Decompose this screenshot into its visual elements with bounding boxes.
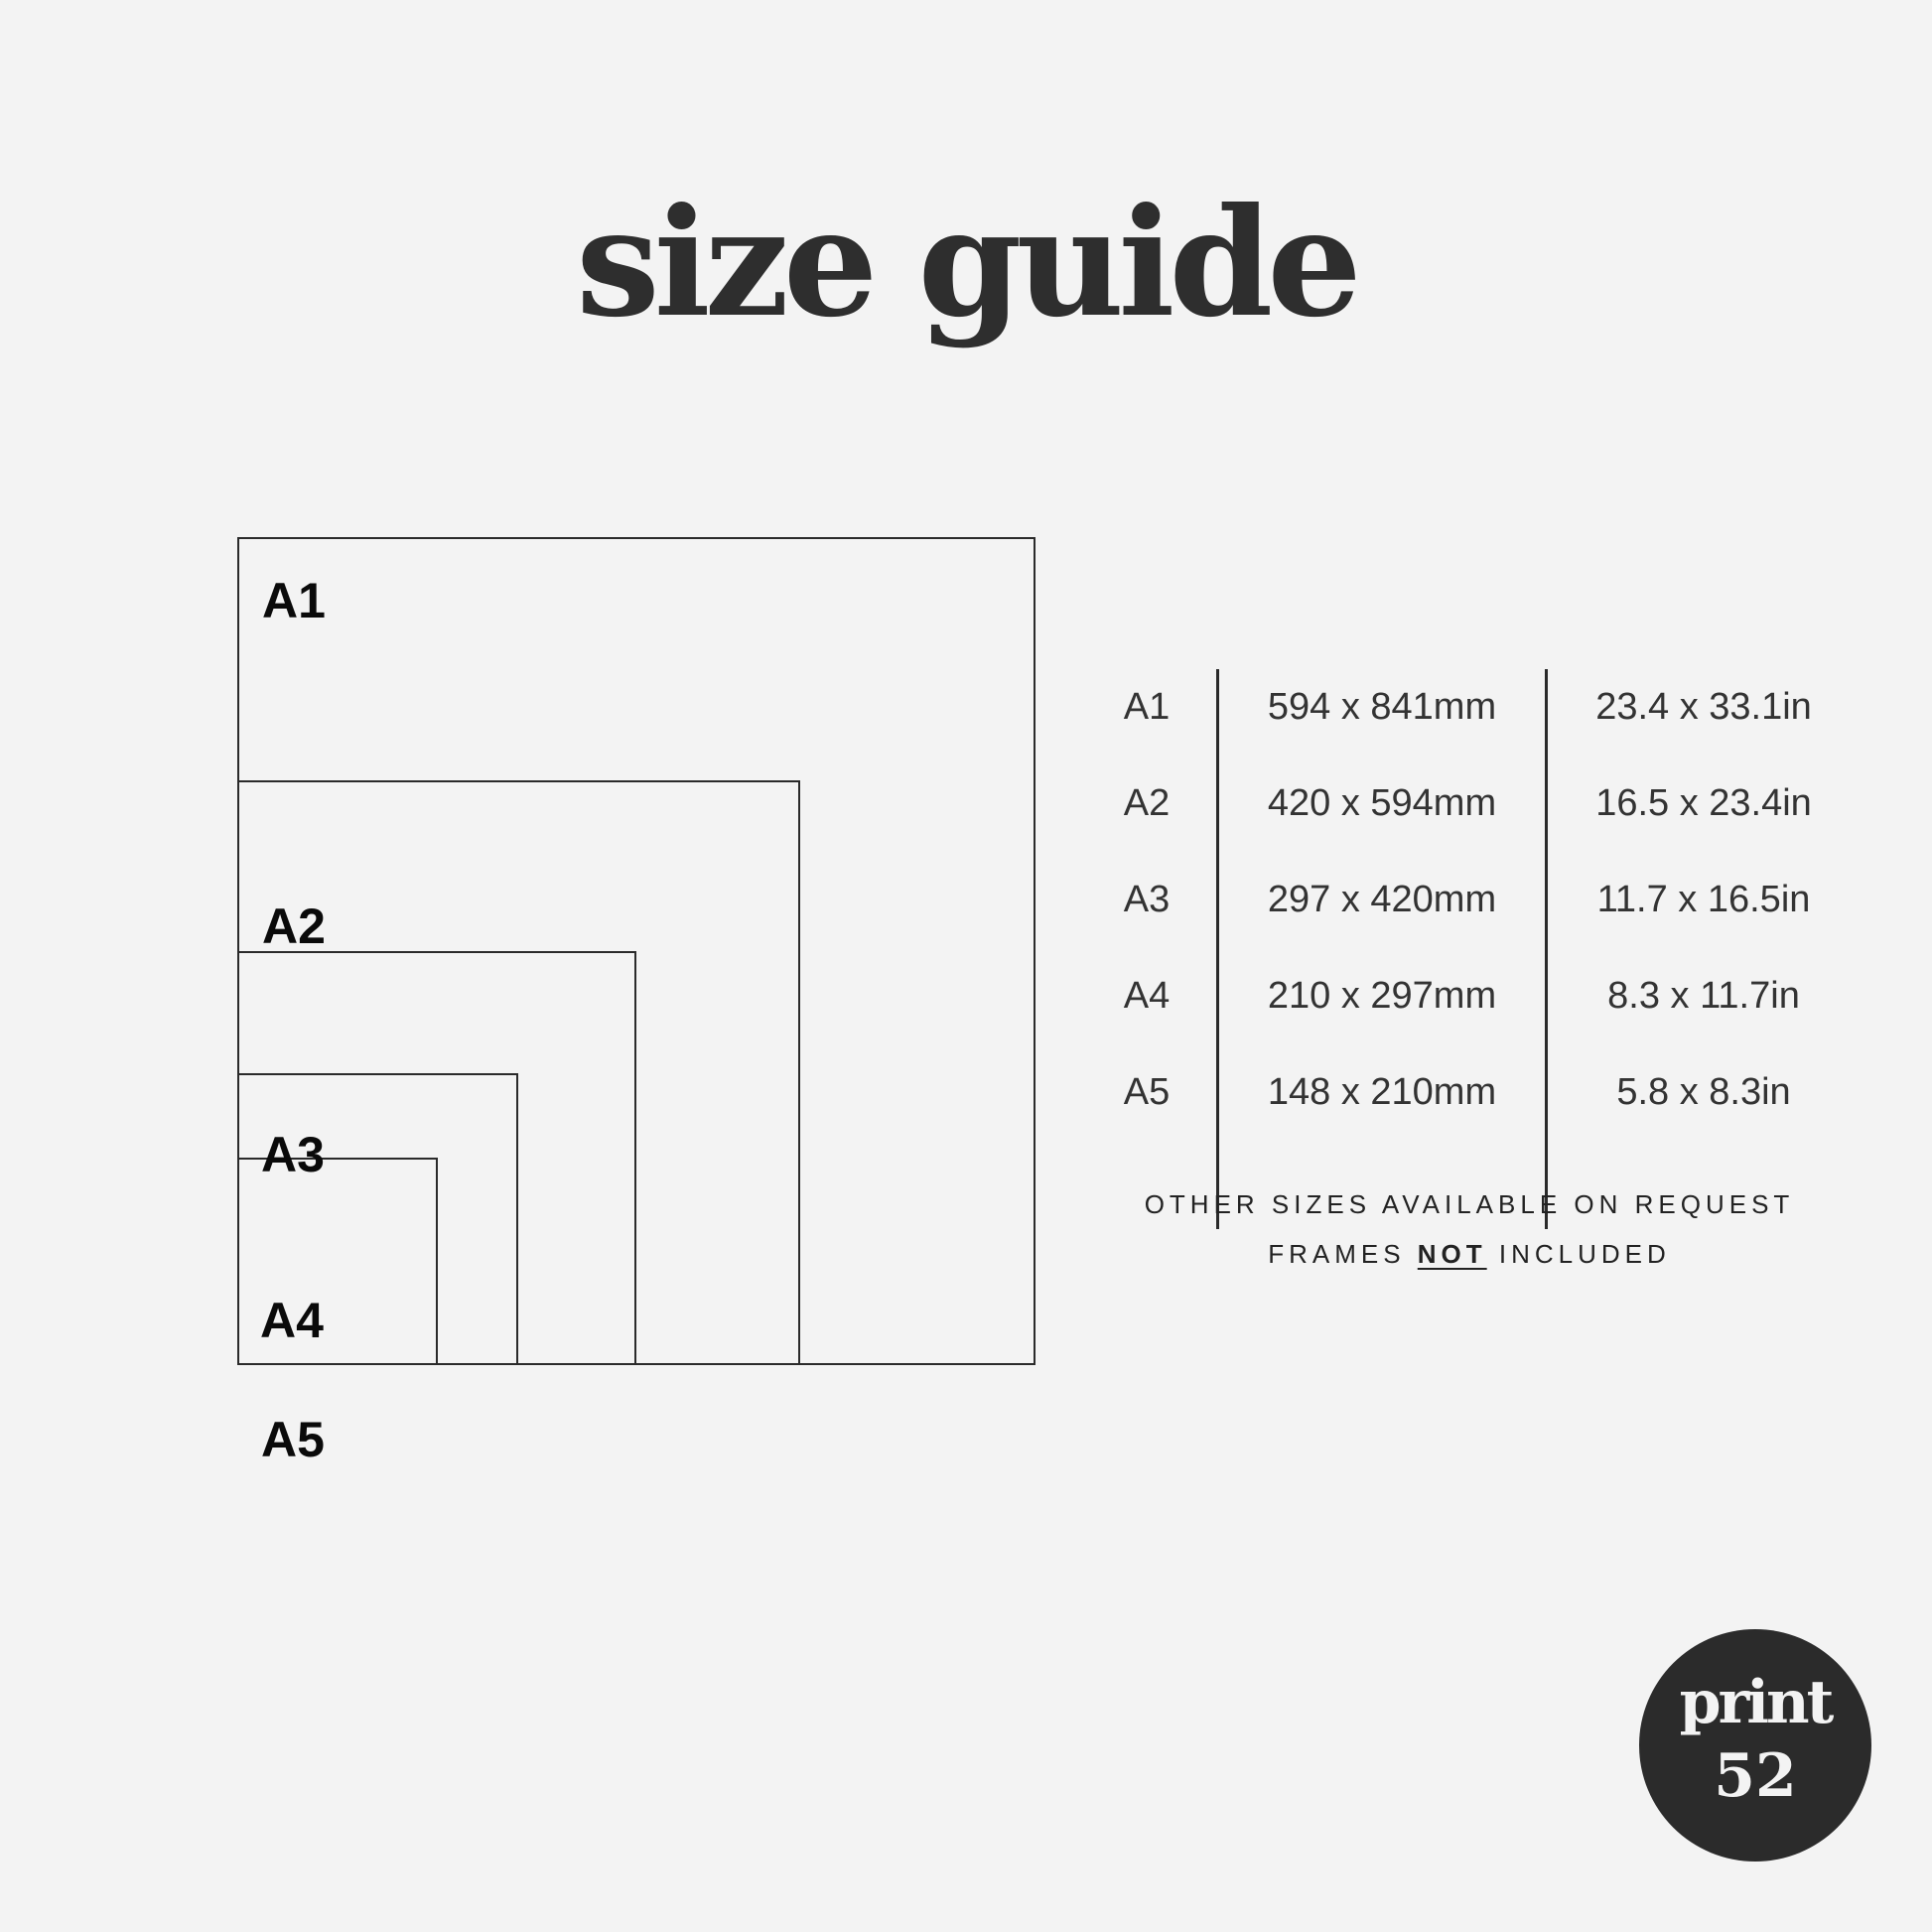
- mm-cell: 420 x 594mm: [1267, 782, 1497, 824]
- box-label-a3: A3: [261, 1127, 325, 1182]
- mm-cell: 594 x 841mm: [1267, 686, 1497, 728]
- mm-cell: 297 x 420mm: [1267, 879, 1497, 920]
- mm-cell: 210 x 297mm: [1267, 975, 1497, 1017]
- size-cell: A1: [1123, 686, 1171, 728]
- box-label-a4: A4: [260, 1293, 324, 1348]
- notes: FRAMES NOT INCLUDED: [1023, 1239, 1916, 1269]
- size-cell: A3: [1123, 879, 1171, 920]
- in-cell: 23.4 x 33.1in: [1595, 686, 1812, 728]
- note-other-sizes: OTHER SIZES AVAILABLE ON REQUEST: [1144, 1189, 1795, 1219]
- size-cell: A4: [1123, 975, 1171, 1017]
- note-frames: FRAMES NOT INCLUDED: [1023, 1239, 1916, 1269]
- box-label-a5: A5: [261, 1412, 325, 1467]
- in-cell: 16.5 x 23.4in: [1595, 782, 1812, 824]
- box-label-a1: A1: [262, 573, 326, 628]
- brand-logo: print 52: [1639, 1629, 1871, 1862]
- page-title: size guide: [576, 176, 1362, 350]
- note-not-emphasis: NOT: [1417, 1239, 1487, 1269]
- in-cell: 8.3 x 11.7in: [1607, 975, 1800, 1017]
- size-cell: A5: [1123, 1071, 1171, 1113]
- in-cell: 5.8 x 8.3in: [1616, 1071, 1791, 1113]
- note-frames-prefix: FRAMES: [1268, 1239, 1406, 1269]
- column-divider: [1216, 669, 1219, 1229]
- logo-text-print: print: [1679, 1668, 1835, 1737]
- size-cell: A2: [1123, 782, 1171, 824]
- column-divider: [1545, 669, 1548, 1229]
- in-cell: 11.7 x 16.5in: [1596, 879, 1811, 920]
- box-label-a2: A2: [262, 898, 326, 954]
- mm-cell: 148 x 210mm: [1267, 1071, 1497, 1113]
- logo-text-52: 52: [1714, 1741, 1797, 1811]
- box-a5: [237, 1158, 438, 1365]
- note-frames-suffix: INCLUDED: [1498, 1239, 1671, 1269]
- notes: OTHER SIZES AVAILABLE ON REQUEST: [1023, 1189, 1916, 1219]
